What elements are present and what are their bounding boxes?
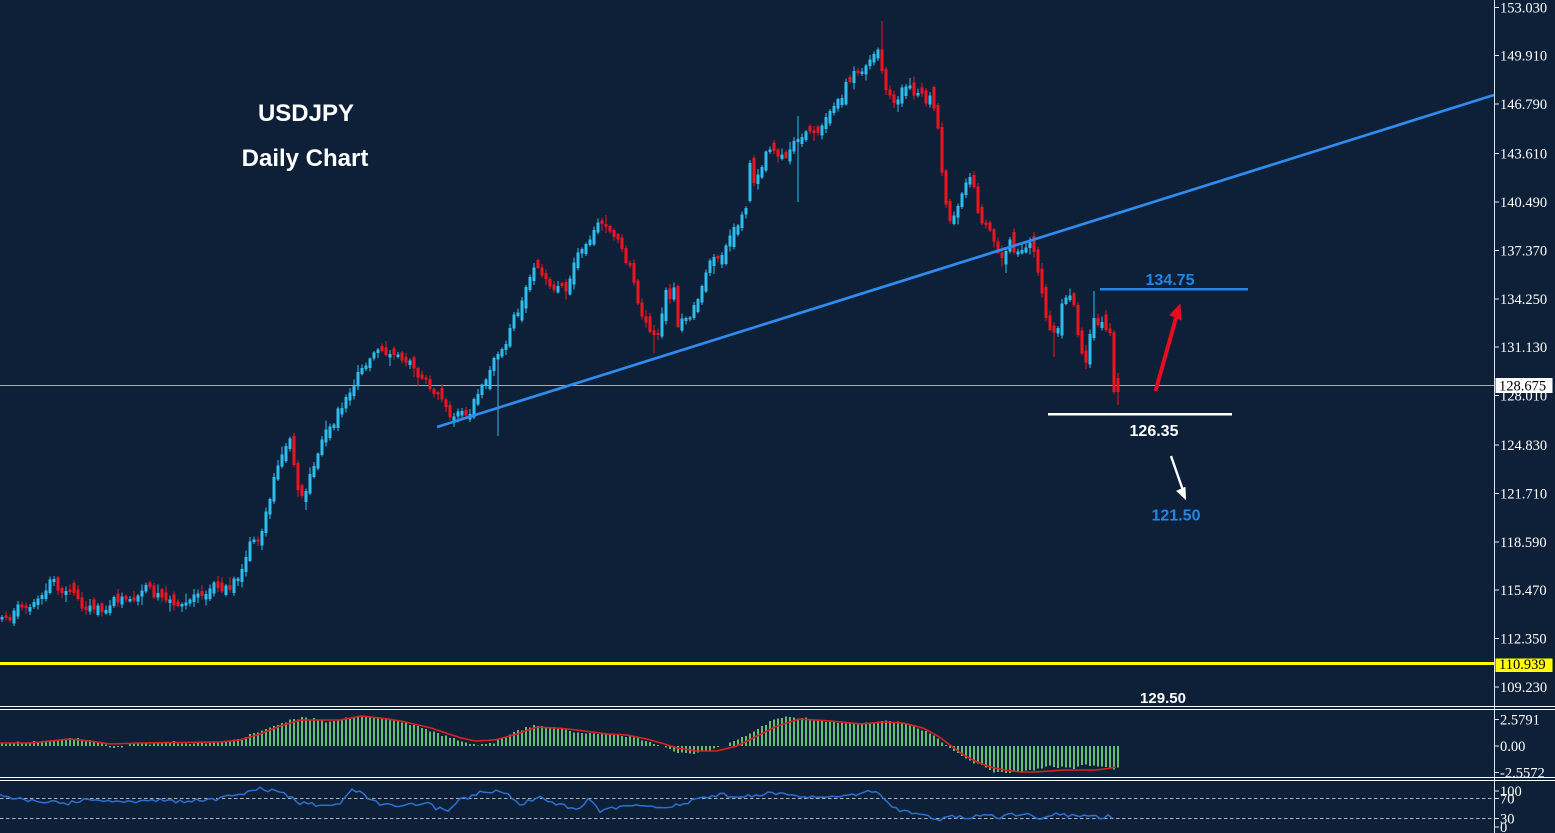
svg-text:USDJPY: USDJPY — [258, 100, 354, 127]
svg-text:-2.5572: -2.5572 — [1500, 766, 1545, 782]
svg-text:128.675: 128.675 — [1499, 379, 1546, 395]
svg-text:149.910: 149.910 — [1500, 49, 1547, 65]
svg-text:131.130: 131.130 — [1500, 340, 1547, 356]
svg-text:146.790: 146.790 — [1500, 97, 1547, 113]
svg-text:143.610: 143.610 — [1500, 147, 1547, 163]
svg-text:0.00: 0.00 — [1500, 739, 1525, 755]
svg-text:Daily Chart: Daily Chart — [242, 145, 369, 172]
svg-text:121.710: 121.710 — [1500, 486, 1547, 502]
svg-text:126.35: 126.35 — [1130, 423, 1179, 440]
svg-text:0: 0 — [1500, 820, 1507, 833]
svg-text:129.50: 129.50 — [1140, 690, 1186, 707]
svg-text:153.030: 153.030 — [1500, 0, 1547, 16]
svg-text:110.939: 110.939 — [1499, 657, 1546, 673]
svg-text:115.470: 115.470 — [1500, 583, 1547, 599]
svg-text:70: 70 — [1500, 792, 1515, 808]
svg-text:112.350: 112.350 — [1500, 632, 1547, 648]
svg-text:2.5791: 2.5791 — [1500, 712, 1540, 728]
svg-text:121.50: 121.50 — [1152, 508, 1201, 525]
svg-text:140.490: 140.490 — [1500, 195, 1547, 211]
svg-text:134.250: 134.250 — [1500, 292, 1547, 308]
svg-text:134.75: 134.75 — [1146, 272, 1195, 289]
svg-text:100: 100 — [1500, 784, 1522, 800]
svg-text:30: 30 — [1500, 812, 1515, 828]
svg-text:109.230: 109.230 — [1500, 680, 1547, 696]
svg-text:118.590: 118.590 — [1500, 535, 1547, 551]
svg-text:137.370: 137.370 — [1500, 243, 1547, 259]
svg-text:124.830: 124.830 — [1500, 438, 1547, 454]
